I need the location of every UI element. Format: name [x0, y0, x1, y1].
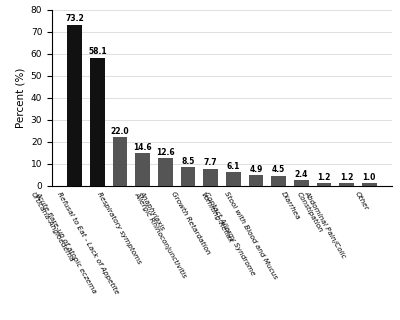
Bar: [249, 175, 263, 186]
Bar: [158, 158, 173, 186]
Text: 1.2: 1.2: [340, 173, 353, 182]
Y-axis label: Percent (%): Percent (%): [15, 68, 25, 128]
Bar: [113, 137, 128, 186]
Bar: [203, 169, 218, 186]
Bar: [362, 183, 376, 186]
Text: 14.6: 14.6: [134, 143, 152, 152]
Bar: [68, 25, 82, 186]
Text: 6.1: 6.1: [227, 162, 240, 171]
Bar: [226, 172, 241, 186]
Text: 12.6: 12.6: [156, 148, 175, 156]
Text: 1.2: 1.2: [317, 173, 330, 182]
Text: 4.5: 4.5: [272, 165, 285, 174]
Text: 2.4: 2.4: [294, 170, 308, 179]
Bar: [181, 167, 195, 186]
Bar: [135, 154, 150, 186]
Bar: [294, 180, 309, 186]
Text: 4.9: 4.9: [249, 164, 263, 173]
Text: 1.0: 1.0: [362, 173, 376, 182]
Bar: [339, 183, 354, 186]
Bar: [271, 176, 286, 186]
Bar: [316, 183, 331, 186]
Text: 73.2: 73.2: [66, 14, 84, 23]
Text: 7.7: 7.7: [204, 158, 218, 167]
Text: 22.0: 22.0: [111, 127, 130, 136]
Bar: [90, 58, 105, 186]
Text: 8.5: 8.5: [181, 156, 195, 165]
Text: 58.1: 58.1: [88, 47, 107, 56]
